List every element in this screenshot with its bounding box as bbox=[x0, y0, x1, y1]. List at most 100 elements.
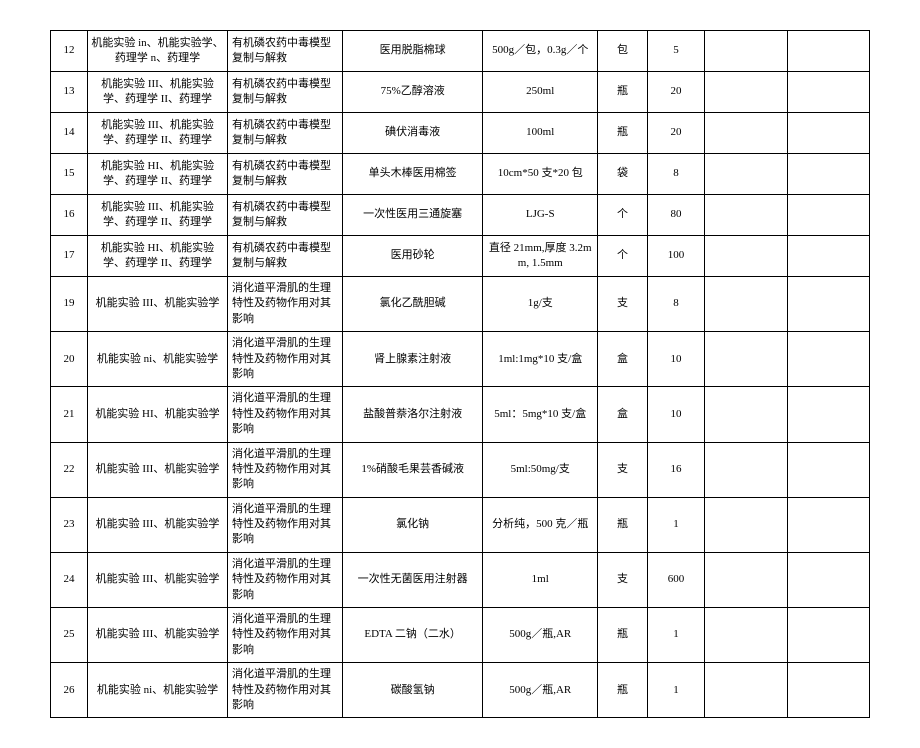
table-row: 23机能实验 III、机能实验学消化道平滑肌的生理特性及药物作用对其影响氯化钠分… bbox=[51, 497, 870, 552]
cell-item: EDTA 二钠（二水） bbox=[343, 608, 483, 663]
cell-experiment: 消化道平滑肌的生理特性及药物作用对其影响 bbox=[227, 332, 342, 387]
cell-unit: 个 bbox=[598, 236, 647, 277]
cell-index: 21 bbox=[51, 387, 88, 442]
cell-index: 22 bbox=[51, 442, 88, 497]
table-row: 22机能实验 III、机能实验学消化道平滑肌的生理特性及药物作用对其影响1%硝酸… bbox=[51, 442, 870, 497]
cell-item: 盐酸普萘洛尔注射液 bbox=[343, 387, 483, 442]
cell-empty bbox=[787, 663, 869, 718]
cell-qty: 100 bbox=[647, 236, 705, 277]
cell-index: 24 bbox=[51, 552, 88, 607]
cell-empty bbox=[705, 72, 787, 113]
cell-qty: 1 bbox=[647, 663, 705, 718]
cell-empty bbox=[705, 195, 787, 236]
cell-course: 机能实验 III、机能实验学 bbox=[88, 552, 228, 607]
cell-empty bbox=[705, 497, 787, 552]
cell-index: 26 bbox=[51, 663, 88, 718]
cell-empty bbox=[787, 195, 869, 236]
cell-course: 机能实验 III、机能实验学 bbox=[88, 497, 228, 552]
cell-unit: 盒 bbox=[598, 387, 647, 442]
cell-empty bbox=[705, 277, 787, 332]
cell-experiment: 消化道平滑肌的生理特性及药物作用对其影响 bbox=[227, 442, 342, 497]
cell-empty bbox=[787, 154, 869, 195]
cell-spec: 500g／瓶,AR bbox=[483, 608, 598, 663]
cell-item: 碘伏消毒液 bbox=[343, 113, 483, 154]
cell-empty bbox=[705, 663, 787, 718]
cell-empty bbox=[705, 442, 787, 497]
cell-empty bbox=[787, 113, 869, 154]
materials-table: 12机能实验 in、机能实验学、药理学 n、药理学有机磷农药中毒模型复制与解救医… bbox=[50, 30, 870, 718]
cell-index: 20 bbox=[51, 332, 88, 387]
cell-item: 1%硝酸毛果芸香碱液 bbox=[343, 442, 483, 497]
cell-item: 医用脱脂棉球 bbox=[343, 31, 483, 72]
cell-item: 氯化钠 bbox=[343, 497, 483, 552]
cell-qty: 20 bbox=[647, 113, 705, 154]
cell-experiment: 有机磷农药中毒模型复制与解救 bbox=[227, 154, 342, 195]
cell-unit: 瓶 bbox=[598, 663, 647, 718]
cell-qty: 16 bbox=[647, 442, 705, 497]
cell-qty: 1 bbox=[647, 497, 705, 552]
cell-spec: 1g/支 bbox=[483, 277, 598, 332]
table-row: 12机能实验 in、机能实验学、药理学 n、药理学有机磷农药中毒模型复制与解救医… bbox=[51, 31, 870, 72]
cell-empty bbox=[787, 277, 869, 332]
cell-course: 机能实验 III、机能实验学 bbox=[88, 442, 228, 497]
cell-course: 机能实验 III、机能实验学、药理学 II、药理学 bbox=[88, 195, 228, 236]
cell-experiment: 消化道平滑肌的生理特性及药物作用对其影响 bbox=[227, 663, 342, 718]
cell-spec: 分析纯，500 克／瓶 bbox=[483, 497, 598, 552]
cell-item: 医用砂轮 bbox=[343, 236, 483, 277]
cell-index: 14 bbox=[51, 113, 88, 154]
cell-unit: 瓶 bbox=[598, 608, 647, 663]
cell-course: 机能实验 III、机能实验学 bbox=[88, 608, 228, 663]
cell-index: 12 bbox=[51, 31, 88, 72]
cell-empty bbox=[787, 387, 869, 442]
cell-qty: 8 bbox=[647, 277, 705, 332]
cell-empty bbox=[787, 608, 869, 663]
cell-spec: 10cm*50 支*20 包 bbox=[483, 154, 598, 195]
table-row: 20机能实验 ni、机能实验学消化道平滑肌的生理特性及药物作用对其影响肾上腺素注… bbox=[51, 332, 870, 387]
cell-empty bbox=[787, 552, 869, 607]
cell-empty bbox=[705, 608, 787, 663]
table-row: 14机能实验 III、机能实验学、药理学 II、药理学有机磷农药中毒模型复制与解… bbox=[51, 113, 870, 154]
cell-spec: LJG-S bbox=[483, 195, 598, 236]
cell-spec: 5ml:50mg/支 bbox=[483, 442, 598, 497]
cell-experiment: 消化道平滑肌的生理特性及药物作用对其影响 bbox=[227, 497, 342, 552]
cell-course: 机能实验 in、机能实验学、药理学 n、药理学 bbox=[88, 31, 228, 72]
cell-item: 碳酸氢钠 bbox=[343, 663, 483, 718]
cell-spec: 500g／包，0.3g／个 bbox=[483, 31, 598, 72]
cell-course: 机能实验 HI、机能实验学、药理学 II、药理学 bbox=[88, 236, 228, 277]
cell-experiment: 消化道平滑肌的生理特性及药物作用对其影响 bbox=[227, 608, 342, 663]
cell-unit: 支 bbox=[598, 442, 647, 497]
cell-empty bbox=[705, 236, 787, 277]
cell-item: 一次性无菌医用注射器 bbox=[343, 552, 483, 607]
cell-unit: 支 bbox=[598, 277, 647, 332]
cell-experiment: 消化道平滑肌的生理特性及药物作用对其影响 bbox=[227, 387, 342, 442]
cell-qty: 20 bbox=[647, 72, 705, 113]
cell-experiment: 有机磷农药中毒模型复制与解救 bbox=[227, 31, 342, 72]
cell-qty: 5 bbox=[647, 31, 705, 72]
cell-item: 一次性医用三通旋塞 bbox=[343, 195, 483, 236]
cell-spec: 100ml bbox=[483, 113, 598, 154]
cell-spec: 500g／瓶,AR bbox=[483, 663, 598, 718]
cell-empty bbox=[787, 236, 869, 277]
table-row: 15机能实验 HI、机能实验学、药理学 II、药理学有机磷农药中毒模型复制与解救… bbox=[51, 154, 870, 195]
cell-qty: 10 bbox=[647, 332, 705, 387]
table-row: 19机能实验 III、机能实验学消化道平滑肌的生理特性及药物作用对其影响氯化乙酰… bbox=[51, 277, 870, 332]
cell-index: 23 bbox=[51, 497, 88, 552]
cell-unit: 盒 bbox=[598, 332, 647, 387]
cell-experiment: 有机磷农药中毒模型复制与解救 bbox=[227, 113, 342, 154]
cell-qty: 1 bbox=[647, 608, 705, 663]
cell-spec: 直径 21mm,厚度 3.2mm, 1.5mm bbox=[483, 236, 598, 277]
cell-empty bbox=[705, 332, 787, 387]
cell-empty bbox=[787, 332, 869, 387]
table-row: 17机能实验 HI、机能实验学、药理学 II、药理学有机磷农药中毒模型复制与解救… bbox=[51, 236, 870, 277]
table-row: 16机能实验 III、机能实验学、药理学 II、药理学有机磷农药中毒模型复制与解… bbox=[51, 195, 870, 236]
cell-course: 机能实验 III、机能实验学、药理学 II、药理学 bbox=[88, 72, 228, 113]
cell-qty: 80 bbox=[647, 195, 705, 236]
cell-unit: 包 bbox=[598, 31, 647, 72]
cell-qty: 600 bbox=[647, 552, 705, 607]
cell-spec: 250ml bbox=[483, 72, 598, 113]
cell-unit: 瓶 bbox=[598, 72, 647, 113]
cell-index: 15 bbox=[51, 154, 88, 195]
cell-experiment: 消化道平滑肌的生理特性及药物作用对其影响 bbox=[227, 277, 342, 332]
table-row: 24机能实验 III、机能实验学消化道平滑肌的生理特性及药物作用对其影响一次性无… bbox=[51, 552, 870, 607]
cell-qty: 8 bbox=[647, 154, 705, 195]
